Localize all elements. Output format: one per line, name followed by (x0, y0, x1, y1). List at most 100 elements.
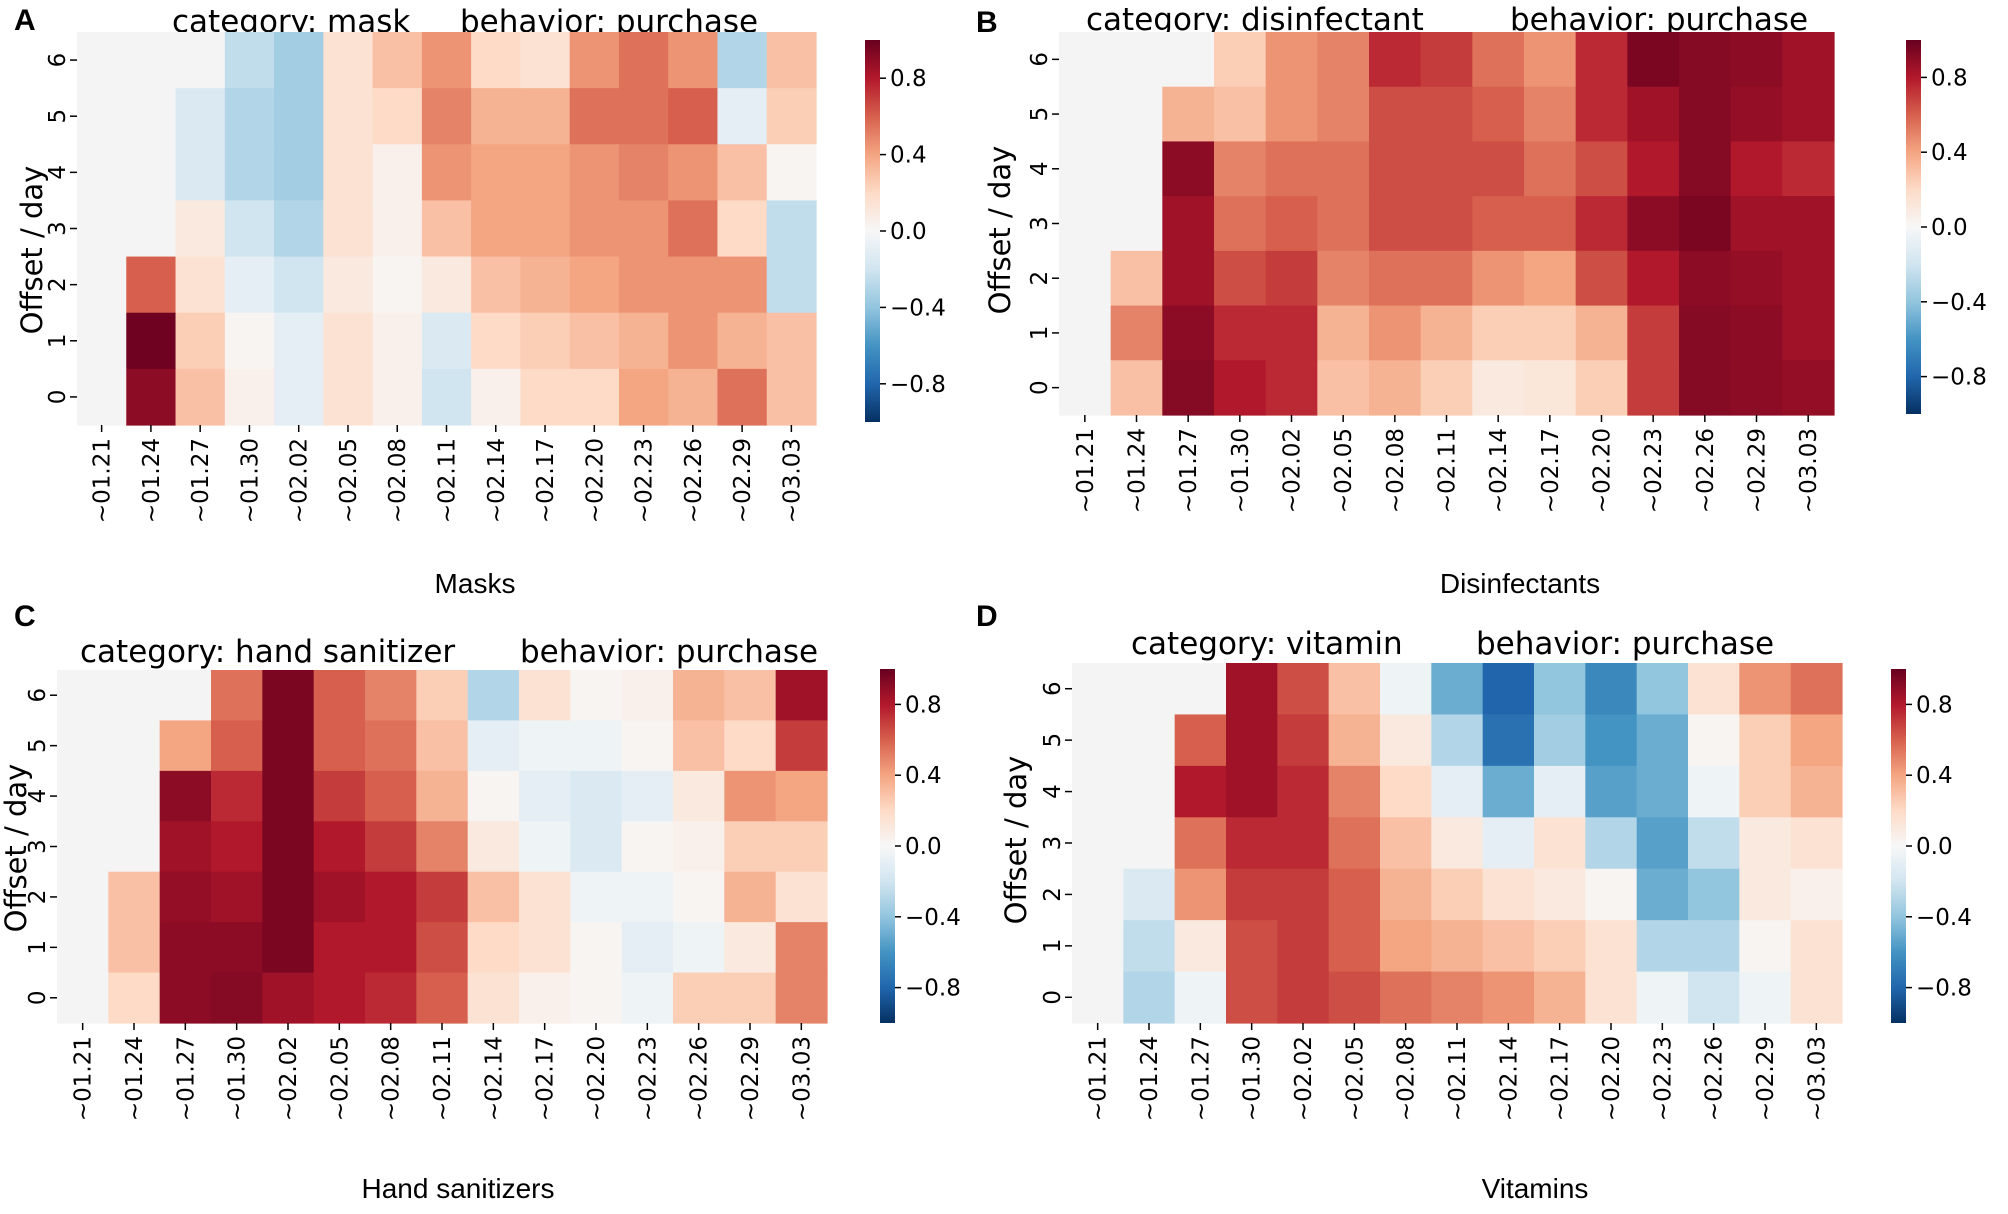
x-tick-label: ~02.11 (1445, 1036, 1471, 1121)
heatmap-cell (1524, 360, 1577, 416)
y-tick-label: 3 (45, 221, 71, 236)
heatmap-cell (1688, 765, 1740, 818)
heatmap-cell (1328, 663, 1381, 716)
heatmap-cell (1534, 971, 1586, 1024)
y-tick-label: 3 (25, 839, 51, 854)
x-tick-label: ~02.23 (1650, 1036, 1676, 1121)
heatmap-cell (1585, 868, 1638, 921)
heatmap-cell (126, 144, 177, 202)
heatmap-cell (1277, 817, 1330, 870)
heatmap-cell (1072, 714, 1124, 767)
heatmap-cell (668, 312, 719, 370)
heatmap-cell (1162, 86, 1215, 143)
heatmap-cell (1534, 920, 1586, 973)
heatmap-cell (323, 256, 374, 314)
heatmap-cell (618, 144, 669, 202)
heatmap-cell (1730, 196, 1783, 252)
x-tick-label: ~02.29 (1745, 428, 1771, 513)
heatmap-cell (159, 770, 212, 822)
heatmap-cell (1431, 868, 1484, 921)
heatmap-cell (1420, 86, 1473, 143)
heatmap-cell (1277, 714, 1330, 767)
heatmap-cell (1636, 765, 1689, 818)
heatmap-cell (1214, 86, 1267, 143)
heatmap-cell (126, 32, 177, 89)
heatmap-cell (1214, 250, 1267, 307)
x-tick-label: ~02.17 (533, 438, 559, 523)
colorbar-gradient (865, 40, 880, 422)
heatmap-cell (471, 312, 521, 370)
y-tick-labels: 6 5 4 3 2 1 0 (45, 53, 77, 404)
heatmap-cell (175, 88, 226, 145)
heatmap-cell (1472, 250, 1525, 307)
heatmap-cell (274, 88, 324, 145)
heatmap-cell (618, 32, 669, 89)
heatmap-cell (224, 144, 275, 202)
heatmap-cell (1688, 714, 1740, 767)
heatmap-cell (668, 32, 719, 89)
heatmap-cell (77, 256, 127, 314)
heatmap-cell (1277, 971, 1330, 1024)
heatmap-cell (1688, 663, 1740, 716)
heatmap-cell (1482, 920, 1535, 973)
x-tick-label: ~02.14 (481, 1036, 507, 1121)
heatmap-cell (775, 922, 828, 974)
heatmap-cell (1524, 86, 1577, 143)
x-tick-label: ~01.24 (1125, 428, 1151, 513)
title-category: category: vitamin (1131, 626, 1403, 662)
heatmap-cell (1420, 250, 1473, 307)
heatmap-cell (1739, 817, 1792, 870)
x-tick-label: ~02.17 (1548, 1036, 1574, 1121)
heatmap-cell (673, 720, 725, 772)
heatmap-cell (775, 821, 828, 873)
x-tick-label: ~01.27 (1176, 428, 1202, 513)
heatmap-cell (323, 368, 374, 426)
heatmap-cell (673, 972, 725, 1024)
heatmap-cell (372, 200, 423, 258)
heatmap-cell (1627, 86, 1680, 143)
heatmap-cell (274, 144, 324, 202)
heatmap-cell (673, 670, 725, 722)
heatmap-cell (673, 922, 725, 974)
heatmap-cell (1214, 360, 1267, 416)
heatmap-cell (467, 770, 520, 822)
heatmap-cell (1420, 360, 1473, 416)
heatmap-cell (766, 368, 817, 426)
heatmap-cell (1679, 32, 1732, 88)
heatmap-cell (1162, 32, 1215, 88)
heatmap-cell (57, 821, 109, 873)
heatmap-cell (159, 821, 212, 873)
heatmap-cell (1782, 32, 1835, 88)
heatmap-cell (1265, 86, 1318, 143)
heatmap-cell (467, 871, 520, 923)
heatmap-cell (1174, 663, 1227, 716)
heatmap-cell (668, 368, 719, 426)
heatmap-cell (1739, 920, 1792, 973)
heatmap-cell (717, 32, 768, 89)
heatmap-cell (421, 200, 472, 258)
heatmap-cell (1277, 868, 1330, 921)
panel-c: C category: hand sanitizer behavior: pur… (0, 600, 961, 1204)
heatmap-cell (467, 821, 520, 873)
x-tick-labels: ~01.21 ~01.24 ~01.27 ~01.30 ~02.02 ~02.05 ~02.… (1086, 1023, 1830, 1121)
heatmap-cell (108, 871, 161, 923)
heatmap-cell (365, 670, 417, 722)
heatmap-cell (1226, 868, 1278, 921)
y-axis-label: Offset / day (15, 166, 49, 335)
heatmap-cell (471, 144, 521, 202)
heatmap-cell (1317, 141, 1370, 197)
heatmap-cell (159, 871, 212, 923)
heatmap-cell (416, 821, 469, 873)
heatmap-cell (211, 871, 263, 923)
heatmap-cell (467, 922, 520, 974)
x-tick-label: ~02.14 (484, 438, 510, 523)
heatmap-cell (365, 972, 417, 1024)
colorbar-tick-label: −0.8 (1916, 976, 1972, 1002)
heatmap-cell (1739, 714, 1792, 767)
heatmap-cell (1277, 920, 1330, 973)
panel-b: B category: disinfectant behavior: purch… (976, 2, 1987, 599)
heatmap-cell (1739, 868, 1792, 921)
heatmap-cell (416, 720, 469, 772)
panel-label: D (976, 600, 998, 633)
